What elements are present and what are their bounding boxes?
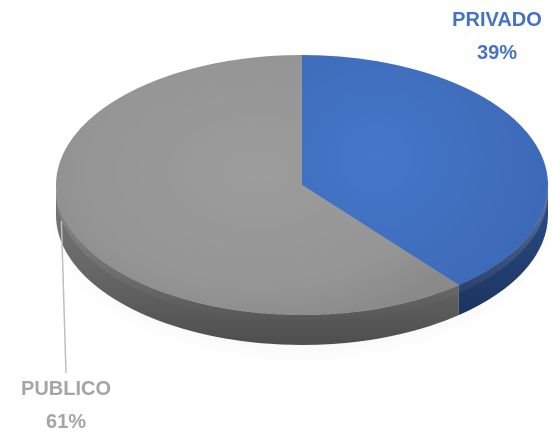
leader-line-publico	[60, 221, 67, 374]
data-label-value-privado: 39%	[477, 42, 517, 64]
pie-slice-privado	[302, 55, 549, 286]
data-label-name-privado: PRIVADO	[452, 9, 542, 31]
pie-slice-publico	[56, 55, 459, 315]
pie-layer	[46, 55, 552, 365]
data-label-name-publico: PUBLICO	[21, 378, 111, 400]
pie-slice-side-privado	[458, 185, 548, 316]
label-layer: PRIVADO 39% PUBLICO 61%	[21, 9, 542, 433]
data-label-value-publico: 61%	[46, 411, 86, 432]
pie-slice-side-publico	[55, 185, 459, 346]
